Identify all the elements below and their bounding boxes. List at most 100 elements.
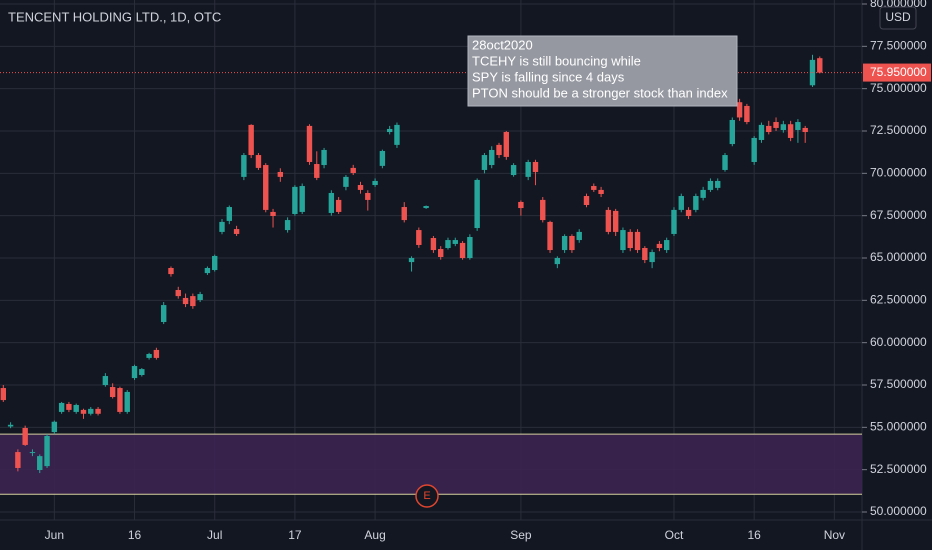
candle-body xyxy=(722,155,728,170)
candle-body xyxy=(124,391,130,412)
candle-body xyxy=(518,201,524,209)
candle-body xyxy=(190,296,196,307)
candle-body xyxy=(394,124,400,145)
candle-body xyxy=(583,196,590,205)
currency-box xyxy=(879,6,917,30)
annotation-line: TCEHY is still bouncing while xyxy=(472,53,641,68)
candle-body xyxy=(168,267,174,275)
candle-body xyxy=(226,207,232,221)
candle-body xyxy=(263,165,269,210)
candle-body xyxy=(729,119,735,145)
candle-body xyxy=(700,189,706,198)
candle-body xyxy=(197,294,203,300)
annotation-line: 28oct2020 xyxy=(472,37,533,52)
candle-body xyxy=(379,150,386,166)
candle-body xyxy=(773,122,779,128)
x-tick-label: Sep xyxy=(510,528,532,542)
candle-body xyxy=(204,267,211,274)
candle-body xyxy=(459,242,466,258)
annotation-line: PTON should be a stronger stock than ind… xyxy=(472,85,728,100)
candle-body xyxy=(321,149,327,166)
candle-body xyxy=(605,209,612,232)
candle-body xyxy=(481,155,488,170)
candle-body xyxy=(277,171,284,177)
candle-body xyxy=(160,305,167,323)
candle-body xyxy=(649,252,655,263)
candle-body xyxy=(758,124,765,140)
y-tick-label: 70.000000 xyxy=(870,166,927,180)
x-tick-label: Jun xyxy=(45,528,64,542)
candle-body xyxy=(809,59,816,86)
x-tick-label: Aug xyxy=(364,528,385,542)
candle-body xyxy=(656,243,663,249)
candle-body xyxy=(219,221,225,232)
candle-body xyxy=(15,452,21,468)
y-tick-label: 52.500000 xyxy=(870,462,927,476)
overlays: 75.950000 USD TENCENT HOLDING LTD., 1D, OT… xyxy=(0,6,931,508)
candle-body xyxy=(29,452,36,454)
candle-body xyxy=(525,161,531,177)
candle-body xyxy=(576,231,582,241)
candle-body xyxy=(620,230,626,251)
candle-body xyxy=(66,403,72,410)
candle-body xyxy=(467,237,473,258)
candle-body xyxy=(372,180,378,186)
candle-body xyxy=(175,290,181,297)
candle-body xyxy=(787,124,794,138)
candle-body xyxy=(591,186,597,190)
candle-body xyxy=(430,238,437,251)
candle-body xyxy=(7,424,14,427)
candle-body xyxy=(408,258,415,263)
candle-body xyxy=(474,179,480,229)
candle-body xyxy=(561,235,568,251)
candle-body xyxy=(438,249,444,257)
candle-body xyxy=(270,211,276,217)
y-tick-label: 60.000000 xyxy=(870,335,927,349)
candle-body xyxy=(795,122,801,130)
candle-body xyxy=(233,229,240,234)
candle-body xyxy=(299,186,305,212)
candle-body xyxy=(401,207,407,221)
candle-body xyxy=(634,231,641,251)
x-tick-label: 17 xyxy=(288,528,302,542)
candle-body xyxy=(423,206,429,209)
annotation-line: SPY is falling since 4 days xyxy=(472,69,625,84)
candle-body xyxy=(736,102,743,118)
candle-body xyxy=(88,408,94,414)
candle-body xyxy=(744,105,750,123)
candle-body xyxy=(532,161,539,172)
candle-body xyxy=(212,255,218,271)
candle-body xyxy=(58,402,65,412)
candle-body xyxy=(817,58,823,73)
candle-body xyxy=(37,456,43,471)
candle-body xyxy=(314,164,320,178)
candle-body xyxy=(284,220,291,231)
candle-body xyxy=(0,388,6,401)
candle-body xyxy=(117,388,123,412)
x-tick-label: Nov xyxy=(824,528,845,542)
candles xyxy=(0,54,823,474)
x-tick-label: 16 xyxy=(128,528,142,542)
candle-body xyxy=(693,196,699,210)
candle-body xyxy=(102,376,109,385)
y-tick-label: 80.000000 xyxy=(870,0,927,10)
candle-body xyxy=(357,185,364,190)
candle-body xyxy=(802,127,808,133)
candle-body xyxy=(510,165,517,176)
candle-body xyxy=(292,186,298,214)
candle-body xyxy=(248,124,254,156)
candle-body xyxy=(306,125,313,162)
candle-body xyxy=(540,199,546,221)
candle-body xyxy=(335,199,342,212)
candle-body xyxy=(131,366,138,379)
candle-body xyxy=(73,404,79,412)
x-tick-label: Oct xyxy=(665,528,684,542)
candle-body xyxy=(554,258,561,265)
y-tick-label: 55.000000 xyxy=(870,420,927,434)
y-tick-label: 77.500000 xyxy=(870,39,927,53)
candle-body xyxy=(255,155,262,168)
candle-body xyxy=(489,149,495,166)
candle-body xyxy=(350,167,356,173)
